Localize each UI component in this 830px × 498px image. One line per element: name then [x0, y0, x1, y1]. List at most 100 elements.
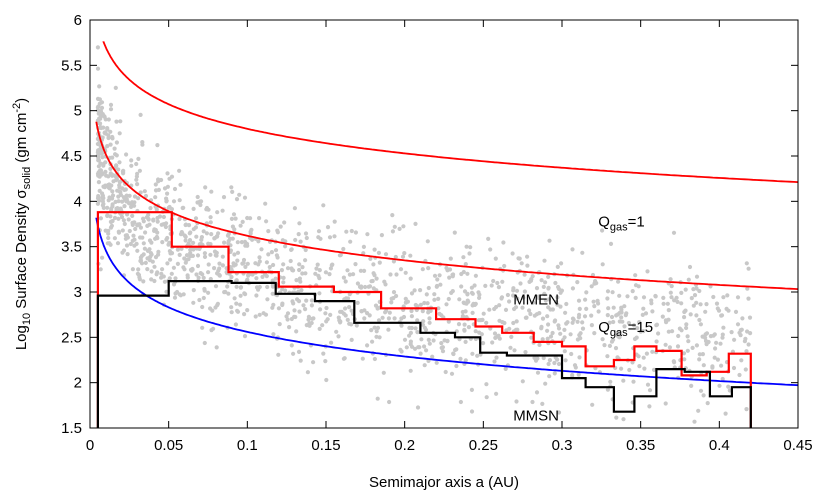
- scatter-point: [202, 286, 207, 292]
- scatter-point: [426, 337, 431, 342]
- scatter-point: [595, 298, 600, 303]
- scatter-point: [173, 276, 178, 281]
- scatter-point: [503, 307, 509, 312]
- scatter-point: [124, 233, 129, 238]
- scatter-point: [311, 360, 316, 365]
- scatter-point: [697, 288, 702, 294]
- scatter-point: [134, 241, 139, 246]
- scatter-point: [306, 317, 311, 322]
- scatter-point: [304, 298, 309, 303]
- scatter-point: [229, 185, 234, 190]
- scatter-point: [532, 355, 537, 360]
- scatter-point: [694, 313, 699, 318]
- scatter-point: [303, 231, 309, 236]
- scatter-point: [256, 239, 261, 244]
- scatter-point: [188, 267, 194, 272]
- scatter-point: [327, 235, 333, 240]
- scatter-point: [107, 186, 112, 191]
- scatter-point: [337, 253, 342, 258]
- scatter-point: [108, 129, 113, 134]
- scatter-point: [297, 276, 302, 281]
- scatter-point: [206, 270, 211, 275]
- scatter-point: [432, 292, 437, 297]
- scatter-point: [644, 351, 650, 356]
- scatter-point: [318, 307, 323, 312]
- scatter-point: [246, 273, 251, 278]
- scatter-point: [273, 248, 279, 253]
- scatter-point: [726, 384, 731, 389]
- scatter-point: [294, 329, 299, 334]
- scatter-point: [689, 383, 694, 388]
- scatter-point: [422, 300, 427, 306]
- scatter-point: [314, 266, 319, 271]
- scatter-point: [305, 370, 310, 375]
- scatter-point: [114, 153, 119, 158]
- scatter-point: [172, 295, 178, 300]
- scatter-point: [671, 359, 676, 364]
- scatter-point: [191, 227, 196, 232]
- scatter-point: [426, 285, 431, 291]
- scatter-point: [656, 331, 661, 336]
- scatter-point: [260, 274, 265, 279]
- scatter-point: [390, 229, 395, 234]
- scatter-point: [162, 279, 167, 284]
- step-histograms: [96, 211, 752, 428]
- scatter-point: [413, 221, 418, 226]
- scatter-point: [188, 247, 193, 252]
- scatter-point: [576, 372, 581, 377]
- y-tick-label: 1.5: [61, 420, 82, 437]
- scatter-point: [641, 306, 646, 311]
- scatter-point: [398, 267, 404, 272]
- scatter-point: [304, 235, 309, 241]
- scatter-point: [580, 320, 585, 325]
- scatter-point: [320, 323, 325, 328]
- scatter-point: [459, 284, 464, 289]
- scatter-point: [392, 316, 397, 321]
- scatter-point: [592, 331, 597, 336]
- scatter-point: [440, 349, 446, 354]
- scatter-point: [619, 305, 624, 310]
- scatter-point: [626, 320, 632, 326]
- scatter-point: [132, 194, 138, 199]
- scatter-point: [345, 268, 350, 273]
- scatter-point: [546, 361, 551, 367]
- scatter-point: [514, 319, 519, 324]
- scatter-point: [328, 312, 333, 317]
- scatter-point: [128, 241, 133, 247]
- scatter-point: [351, 272, 356, 277]
- scatter-point: [463, 358, 468, 363]
- scatter-point: [226, 239, 231, 244]
- scatter-point: [323, 359, 328, 364]
- scatter-point: [114, 119, 119, 124]
- scatter-point: [650, 309, 655, 314]
- scatter-point: [164, 198, 169, 203]
- scatter-point: [556, 361, 562, 367]
- scatter-point: [201, 275, 206, 280]
- scatter-point: [100, 155, 105, 160]
- scatter-point: [280, 302, 285, 308]
- scatter-point: [244, 241, 250, 246]
- scatter-point: [546, 285, 551, 290]
- scatter-point: [175, 247, 180, 252]
- scatter-point: [556, 323, 561, 328]
- scatter-point: [298, 358, 303, 363]
- scatter-point: [125, 212, 130, 217]
- scatter-point: [141, 241, 146, 246]
- scatter-point: [633, 273, 638, 278]
- scatter-point: [688, 312, 693, 317]
- y-tick-label: 3: [74, 284, 82, 301]
- scatter-point: [454, 347, 459, 352]
- scatter-point: [108, 242, 113, 247]
- scatter-point: [723, 411, 728, 416]
- scatter-point: [720, 332, 725, 337]
- scatter-point: [481, 341, 486, 346]
- scatter-point: [96, 164, 101, 169]
- scatter-point: [630, 360, 635, 365]
- scatter-point: [408, 339, 413, 344]
- scatter-point: [535, 370, 541, 375]
- scatter-point: [545, 328, 550, 333]
- scatter-point: [120, 199, 125, 204]
- scatter-point: [162, 186, 168, 191]
- scatter-point: [387, 399, 392, 405]
